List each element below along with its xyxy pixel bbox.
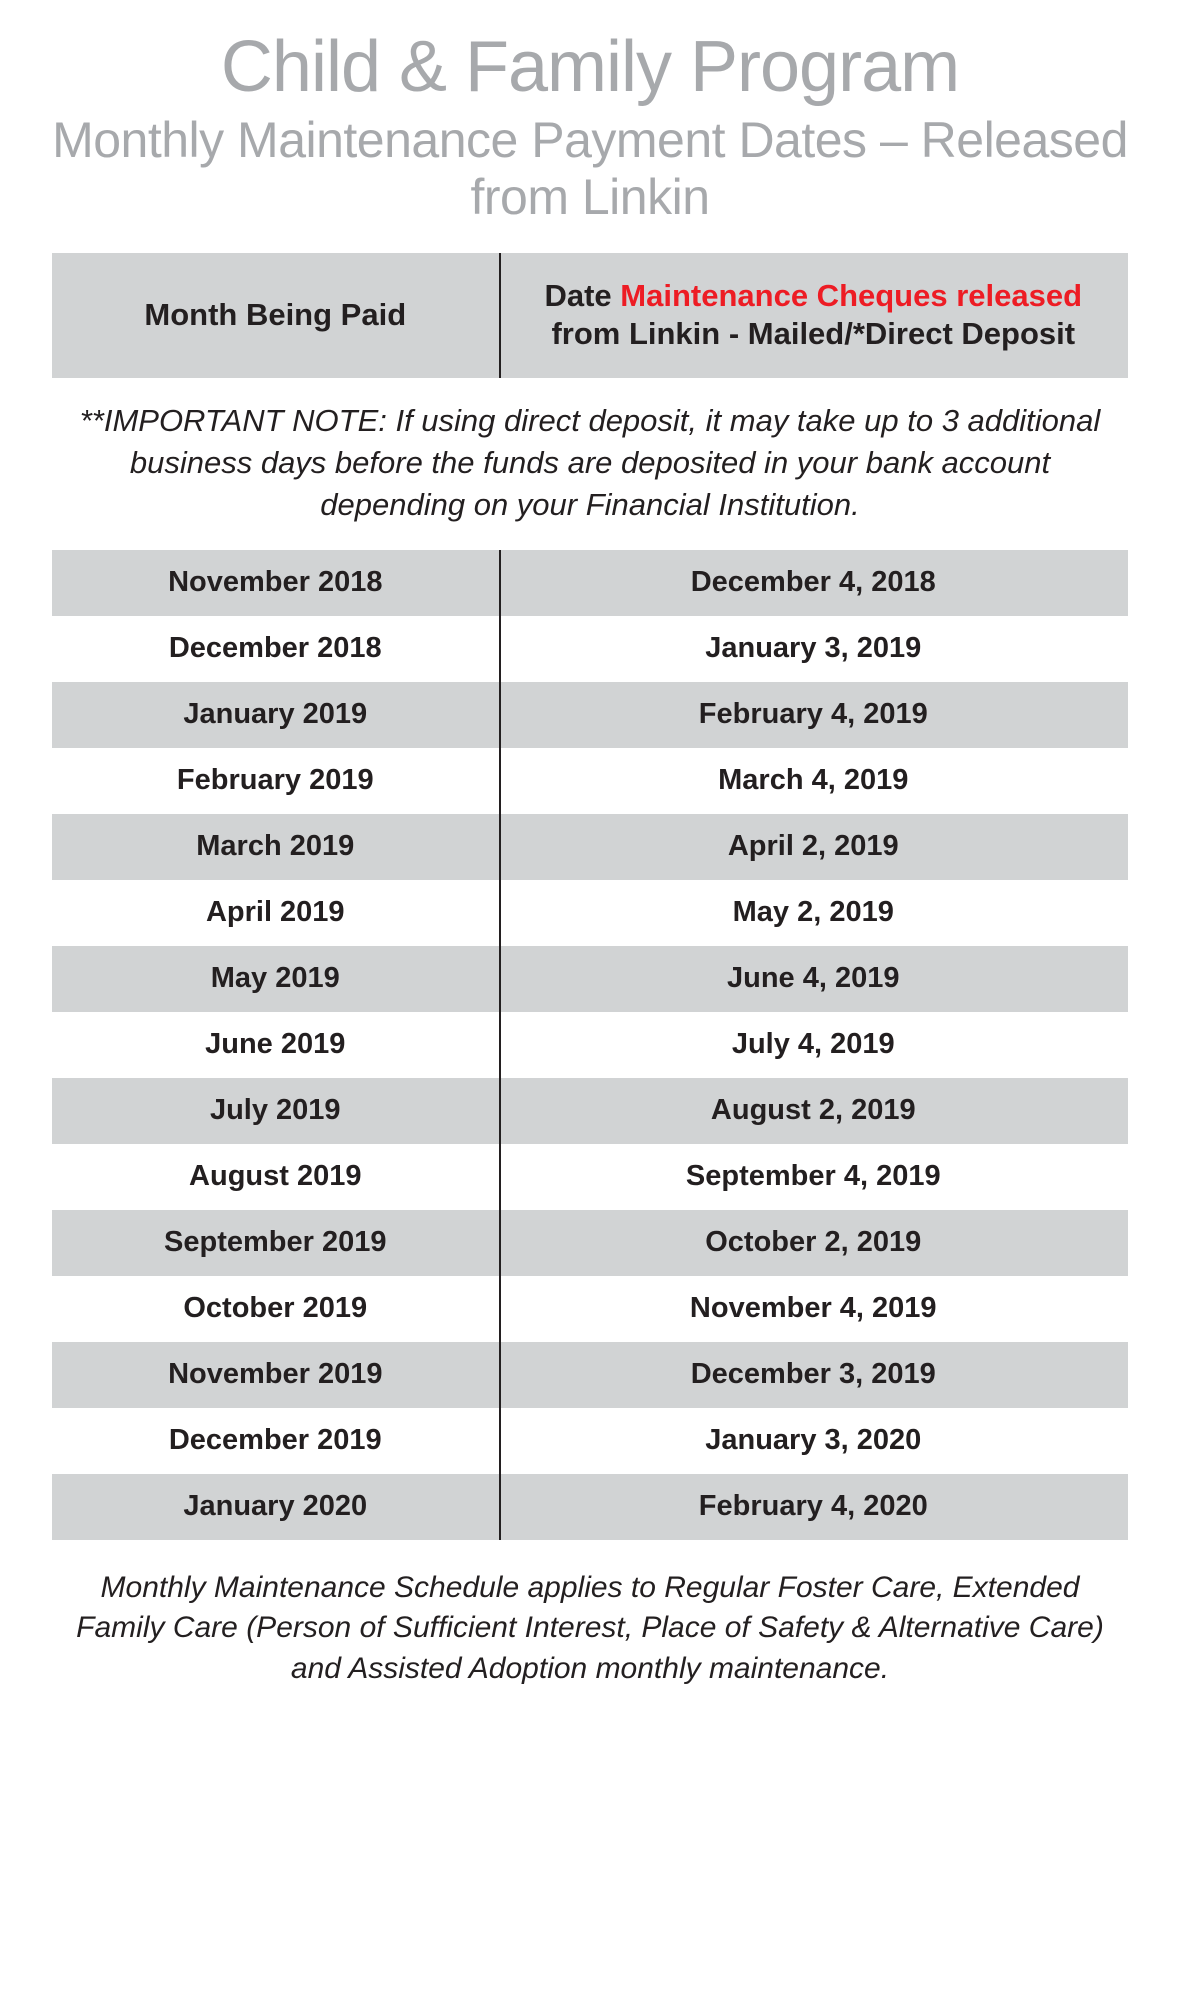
cell-month: January 2019	[52, 682, 499, 748]
table-row: December 2018January 3, 2019	[52, 616, 1128, 682]
cell-date: December 3, 2019	[499, 1342, 1128, 1408]
cell-date: March 4, 2019	[499, 748, 1128, 814]
table-header-date: Date Maintenance Cheques released from L…	[499, 253, 1128, 379]
cell-date: July 4, 2019	[499, 1012, 1128, 1078]
table-header-date-red: Maintenance Cheques released	[620, 278, 1082, 313]
table-row: September 2019October 2, 2019	[52, 1210, 1128, 1276]
table-row: November 2019December 3, 2019	[52, 1342, 1128, 1408]
table-row: May 2019June 4, 2019	[52, 946, 1128, 1012]
cell-month: November 2019	[52, 1342, 499, 1408]
document-page: Child & Family Program Monthly Maintenan…	[0, 0, 1180, 1739]
table-row: April 2019May 2, 2019	[52, 880, 1128, 946]
table-header-month: Month Being Paid	[52, 253, 499, 379]
cell-month: December 2018	[52, 616, 499, 682]
cell-month: May 2019	[52, 946, 499, 1012]
cell-date: April 2, 2019	[499, 814, 1128, 880]
table-header-date-prefix: Date	[544, 278, 620, 313]
table-row: June 2019July 4, 2019	[52, 1012, 1128, 1078]
cell-month: March 2019	[52, 814, 499, 880]
cell-date: November 4, 2019	[499, 1276, 1128, 1342]
cell-month: August 2019	[52, 1144, 499, 1210]
table-row: July 2019August 2, 2019	[52, 1078, 1128, 1144]
cell-date: August 2, 2019	[499, 1078, 1128, 1144]
cell-month: January 2020	[52, 1474, 499, 1540]
cell-date: February 4, 2019	[499, 682, 1128, 748]
table-body: November 2018December 4, 2018December 20…	[52, 550, 1128, 1540]
table-row: December 2019January 3, 2020	[52, 1408, 1128, 1474]
table-row: March 2019April 2, 2019	[52, 814, 1128, 880]
table-row: January 2019February 4, 2019	[52, 682, 1128, 748]
cell-month: April 2019	[52, 880, 499, 946]
table-row: August 2019September 4, 2019	[52, 1144, 1128, 1210]
footnote: Monthly Maintenance Schedule applies to …	[52, 1540, 1128, 1690]
cell-date: June 4, 2019	[499, 946, 1128, 1012]
cell-month: October 2019	[52, 1276, 499, 1342]
cell-date: September 4, 2019	[499, 1144, 1128, 1210]
cell-date: February 4, 2020	[499, 1474, 1128, 1540]
table-row: October 2019November 4, 2019	[52, 1276, 1128, 1342]
table-header-date-suffix: from Linkin - Mailed/*Direct Deposit	[551, 316, 1075, 351]
cell-month: December 2019	[52, 1408, 499, 1474]
cell-date: October 2, 2019	[499, 1210, 1128, 1276]
cell-month: February 2019	[52, 748, 499, 814]
important-note: **IMPORTANT NOTE: If using direct deposi…	[52, 378, 1128, 550]
table-header-row: Month Being Paid Date Maintenance Cheque…	[52, 253, 1128, 379]
table-row: November 2018December 4, 2018	[52, 550, 1128, 616]
cell-month: November 2018	[52, 550, 499, 616]
table-row: January 2020February 4, 2020	[52, 1474, 1128, 1540]
table-row: February 2019March 4, 2019	[52, 748, 1128, 814]
cell-month: July 2019	[52, 1078, 499, 1144]
cell-month: June 2019	[52, 1012, 499, 1078]
cell-date: December 4, 2018	[499, 550, 1128, 616]
page-title: Child & Family Program	[52, 30, 1128, 106]
cell-date: January 3, 2020	[499, 1408, 1128, 1474]
cell-date: January 3, 2019	[499, 616, 1128, 682]
cell-month: September 2019	[52, 1210, 499, 1276]
page-subtitle: Monthly Maintenance Payment Dates – Rele…	[52, 112, 1128, 227]
cell-date: May 2, 2019	[499, 880, 1128, 946]
